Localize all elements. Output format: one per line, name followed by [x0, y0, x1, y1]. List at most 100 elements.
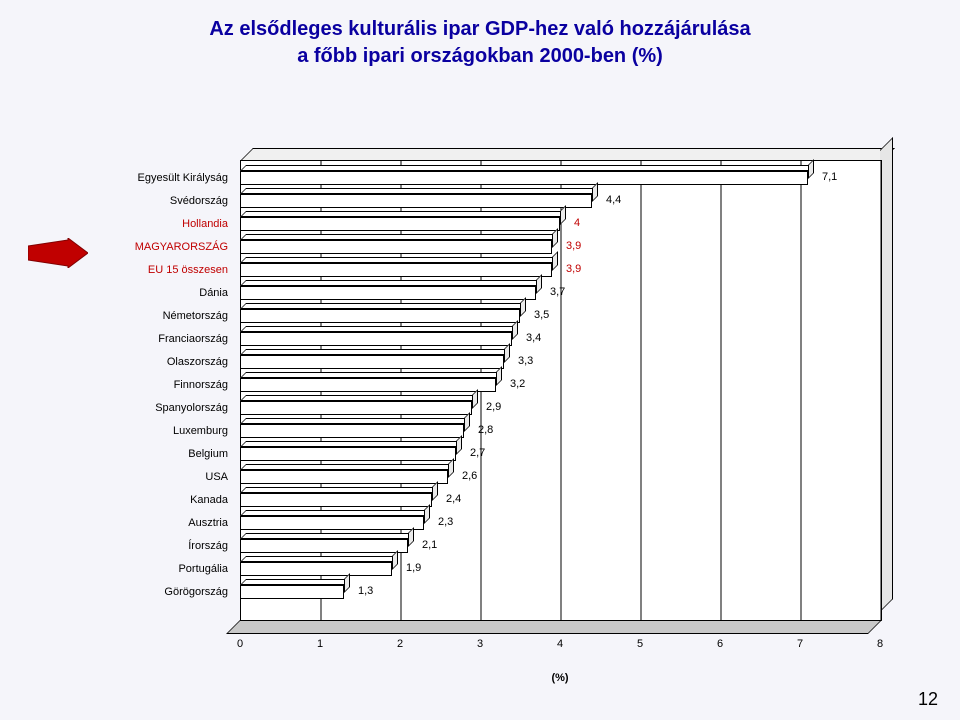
- bar: [240, 286, 536, 300]
- category-label: Hollandia: [100, 212, 234, 235]
- category-label: Franciaország: [100, 327, 234, 350]
- bar: [240, 447, 456, 461]
- bar-value-label: 2,7: [470, 447, 485, 459]
- bar-face: [240, 401, 472, 415]
- bar-value-label: 3,5: [534, 309, 549, 321]
- bar: [240, 194, 592, 208]
- bar-row: Franciaország 3,4: [100, 327, 892, 350]
- x-tick: 8: [877, 638, 883, 650]
- bar-value-label: 2,6: [462, 470, 477, 482]
- x-tick: 0: [237, 638, 243, 650]
- bar: [240, 562, 392, 576]
- category-label: Görögország: [100, 580, 234, 603]
- bar-face: [240, 516, 424, 530]
- x-tick: 1: [317, 638, 323, 650]
- bar-row: Egyesült Királyság 7,1: [100, 166, 892, 189]
- bar-value-label: 3,4: [526, 332, 541, 344]
- bar-value-label: 2,1: [422, 539, 437, 551]
- bar-face: [240, 470, 448, 484]
- category-label: Svédország: [100, 189, 234, 212]
- bar-value-label: 2,4: [446, 493, 461, 505]
- x-tick: 2: [397, 638, 403, 650]
- bar-value-label: 2,8: [478, 424, 493, 436]
- x-tick: 7: [797, 638, 803, 650]
- bar-face: [240, 355, 504, 369]
- bar-row: Görögország 1,3: [100, 580, 892, 603]
- x-axis-ticks: 012345678: [240, 638, 880, 654]
- bar: [240, 470, 448, 484]
- bar-value-label: 3,2: [510, 378, 525, 390]
- category-label: Luxemburg: [100, 419, 234, 442]
- category-label: Belgium: [100, 442, 234, 465]
- bar: [240, 332, 512, 346]
- category-label: MAGYARORSZÁG: [100, 235, 234, 258]
- category-label: USA: [100, 465, 234, 488]
- bar-face: [240, 562, 392, 576]
- slide-page: Az elsődleges kulturális ipar GDP-hez va…: [0, 0, 960, 720]
- bar-row: Írország2,1: [100, 534, 892, 557]
- bar-face: [240, 378, 496, 392]
- category-label: EU 15 összesen: [100, 258, 234, 281]
- x-tick: 4: [557, 638, 563, 650]
- category-label: Egyesült Királyság: [100, 166, 234, 189]
- bar-face: [240, 309, 520, 323]
- title-line-1: Az elsődleges kulturális ipar GDP-hez va…: [209, 18, 750, 40]
- bar-rows: Egyesült Királyság 7,1 Svédország 4,4 Hollan…: [100, 166, 892, 603]
- bar-value-label: 3,9: [566, 263, 581, 275]
- bar-row: Dánia 3,7: [100, 281, 892, 304]
- bar-face: [240, 263, 552, 277]
- bar-value-label: 7,1: [822, 171, 837, 183]
- category-label: Kanada: [100, 488, 234, 511]
- category-label: Olaszország: [100, 350, 234, 373]
- bar: [240, 401, 472, 415]
- chart-title: Az elsődleges kulturális ipar GDP-hez va…: [0, 16, 960, 70]
- gdp-bar-chart: Egyesült Királyság 7,1 Svédország 4,4 Hollan…: [100, 160, 910, 660]
- bar-face: [240, 171, 808, 185]
- bar-face: [240, 217, 560, 231]
- bar-row: Németország 3,5: [100, 304, 892, 327]
- bar-value-label: 3,9: [566, 240, 581, 252]
- bar-row: Hollandia4: [100, 212, 892, 235]
- bar-face: [240, 539, 408, 553]
- bar-face: [240, 447, 456, 461]
- highlight-arrow-icon: [28, 238, 88, 268]
- category-label: Finnország: [100, 373, 234, 396]
- bar-row: Belgium 2,7: [100, 442, 892, 465]
- bar-face: [240, 424, 464, 438]
- bar-value-label: 1,3: [358, 585, 373, 597]
- bar-face: [240, 286, 536, 300]
- bar: [240, 424, 464, 438]
- category-label: Dánia: [100, 281, 234, 304]
- bar: [240, 309, 520, 323]
- bar-row: Kanada 2,4: [100, 488, 892, 511]
- plot-floor-3d: [226, 620, 882, 634]
- category-label: Ausztria: [100, 511, 234, 534]
- bar-row: Ausztria 2,3: [100, 511, 892, 534]
- bar-face: [240, 240, 552, 254]
- bar-row: Olaszország3,3: [100, 350, 892, 373]
- bar: [240, 378, 496, 392]
- category-label: Spanyolország: [100, 396, 234, 419]
- bar-value-label: 2,3: [438, 516, 453, 528]
- bar-row: Luxemburg 2,8: [100, 419, 892, 442]
- bar-row: MAGYARORSZÁG 3,9: [100, 235, 892, 258]
- bar-row: USA 2,6: [100, 465, 892, 488]
- bar: [240, 355, 504, 369]
- bar-face: [240, 585, 344, 599]
- bar: [240, 217, 560, 231]
- bar-value-label: 4,4: [606, 194, 621, 206]
- bar-value-label: 3,7: [550, 286, 565, 298]
- page-number: 12: [918, 689, 938, 710]
- bar: [240, 539, 408, 553]
- bar-face: [240, 332, 512, 346]
- category-label: Németország: [100, 304, 234, 327]
- x-axis-label: (%): [240, 672, 880, 684]
- bar: [240, 493, 432, 507]
- bar-value-label: 1,9: [406, 562, 421, 574]
- bar: [240, 516, 424, 530]
- category-label: Portugália: [100, 557, 234, 580]
- x-tick: 6: [717, 638, 723, 650]
- bar-face: [240, 493, 432, 507]
- bar-row: Finnország 3,2: [100, 373, 892, 396]
- bar-value-label: 2,9: [486, 401, 501, 413]
